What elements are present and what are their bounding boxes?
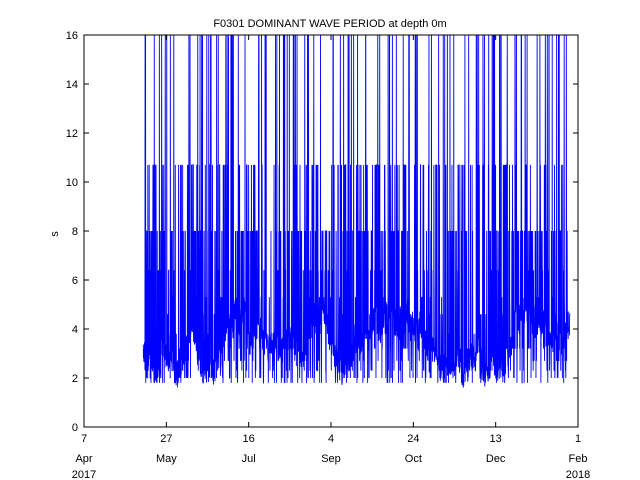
x-tick-day-label: 4 xyxy=(328,433,334,445)
data-series-layer xyxy=(142,34,571,388)
y-tick-label: 14 xyxy=(66,79,78,91)
y-axis-label: s xyxy=(49,231,61,237)
x-tick-month-label: May xyxy=(156,453,177,465)
y-tick-label: 10 xyxy=(66,177,78,189)
y-tick-label: 4 xyxy=(72,324,78,336)
x-tick-day-label: 13 xyxy=(490,433,502,445)
wave-period-series-line xyxy=(142,34,571,388)
chart-title: F0301 DOMINANT WAVE PERIOD at depth 0m xyxy=(213,18,446,30)
x-tick-day-label: 27 xyxy=(160,433,172,445)
x-tick-month-label: Dec xyxy=(486,453,506,465)
x-year-label-start: 2017 xyxy=(72,469,96,480)
x-tick-month-label: Apr xyxy=(75,453,92,465)
x-tick-month-label: Sep xyxy=(321,453,341,465)
x-tick-month-label: Oct xyxy=(405,453,422,465)
y-tick-label: 2 xyxy=(72,373,78,385)
y-tick-label: 6 xyxy=(72,275,78,287)
x-year-label-end: 2018 xyxy=(566,469,590,480)
x-tick-day-label: 1 xyxy=(575,433,581,445)
y-tick-label: 16 xyxy=(66,30,78,42)
x-tick-day-label: 7 xyxy=(81,433,87,445)
x-tick-month-label: Feb xyxy=(569,453,588,465)
x-tick-month-label: Jul xyxy=(242,453,256,465)
y-tick-label: 12 xyxy=(66,128,78,140)
tick-marks: 02468101214167Apr27May16Jul4Sep24Oct13De… xyxy=(66,30,590,480)
x-tick-day-label: 24 xyxy=(407,433,419,445)
y-tick-label: 8 xyxy=(72,226,78,238)
x-tick-day-label: 16 xyxy=(243,433,255,445)
y-tick-label: 0 xyxy=(72,422,78,434)
